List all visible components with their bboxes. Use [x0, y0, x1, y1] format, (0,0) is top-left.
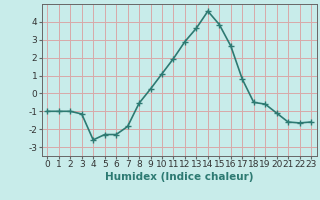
X-axis label: Humidex (Indice chaleur): Humidex (Indice chaleur) — [105, 172, 253, 182]
